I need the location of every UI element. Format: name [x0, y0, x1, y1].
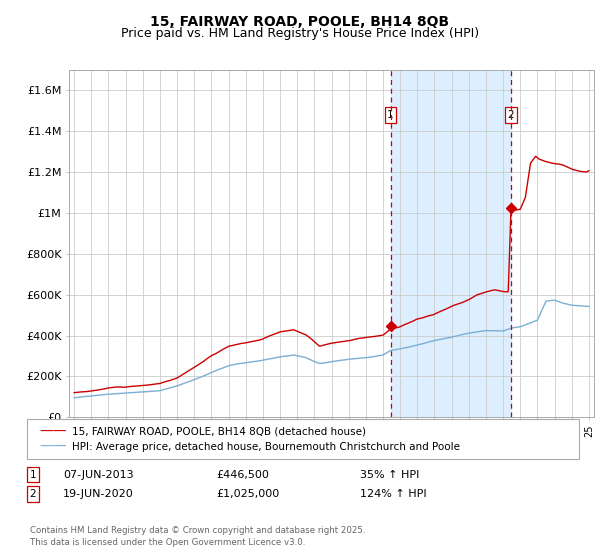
Text: ——: ——	[39, 440, 67, 454]
Text: 19-JUN-2020: 19-JUN-2020	[63, 489, 134, 499]
Text: 15, FAIRWAY ROAD, POOLE, BH14 8QB (detached house): 15, FAIRWAY ROAD, POOLE, BH14 8QB (detac…	[72, 426, 366, 436]
Bar	[391, 70, 511, 417]
Text: ——: ——	[39, 424, 67, 438]
Text: Contains HM Land Registry data © Crown copyright and database right 2025.: Contains HM Land Registry data © Crown c…	[30, 526, 365, 535]
Text: This data is licensed under the Open Government Licence v3.0.: This data is licensed under the Open Gov…	[30, 538, 305, 547]
Text: 124% ↑ HPI: 124% ↑ HPI	[360, 489, 427, 499]
Text: £1,025,000: £1,025,000	[216, 489, 279, 499]
Text: 1: 1	[29, 470, 37, 480]
Text: 2: 2	[508, 110, 514, 120]
Text: 35% ↑ HPI: 35% ↑ HPI	[360, 470, 419, 480]
Text: Price paid vs. HM Land Registry's House Price Index (HPI): Price paid vs. HM Land Registry's House …	[121, 27, 479, 40]
Text: 15, FAIRWAY ROAD, POOLE, BH14 8QB: 15, FAIRWAY ROAD, POOLE, BH14 8QB	[151, 15, 449, 29]
Text: HPI: Average price, detached house, Bournemouth Christchurch and Poole: HPI: Average price, detached house, Bour…	[72, 442, 460, 452]
Text: 1: 1	[387, 110, 394, 120]
Text: £446,500: £446,500	[216, 470, 269, 480]
Text: 07-JUN-2013: 07-JUN-2013	[63, 470, 134, 480]
Text: 2: 2	[29, 489, 37, 499]
